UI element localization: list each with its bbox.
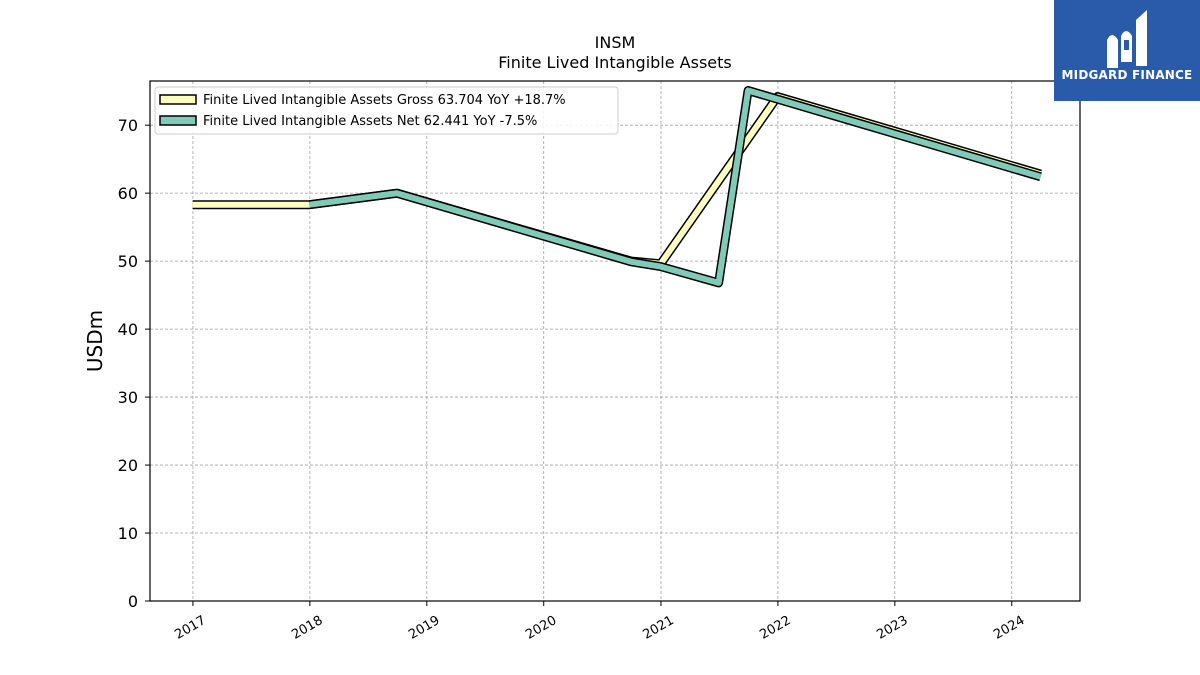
axis-ticks: 0 10 20 30 40 50 60 70 2017 2018 2019 2020 2021 2022 2… <box>118 116 1028 642</box>
y-tick-label: 50 <box>118 252 138 271</box>
brand-logo: MIDGARD FINANCE <box>1054 0 1200 101</box>
y-tick-label: 70 <box>118 116 138 135</box>
y-tick-label: 10 <box>118 524 138 543</box>
legend-swatch-gross <box>159 94 197 105</box>
legend-swatch-net <box>159 115 197 126</box>
y-tick-label: 60 <box>118 184 138 203</box>
legend-label-net: Finite Lived Intangible Assets Net 62.44… <box>203 114 537 129</box>
legend: Finite Lived Intangible Assets Gross 63.… <box>154 86 619 135</box>
legend-box <box>154 86 619 135</box>
chart-title: INSM <box>595 33 636 52</box>
y-tick-label: 0 <box>128 592 138 611</box>
x-tick-label: 2018 <box>289 613 325 643</box>
y-axis-label: USDm <box>83 310 107 372</box>
x-tick-label: 2017 <box>172 613 208 643</box>
x-tick-label: 2019 <box>406 613 442 643</box>
y-tick-label: 40 <box>118 320 138 339</box>
x-tick-label: 2024 <box>991 613 1027 643</box>
x-tick-label: 2022 <box>757 613 793 643</box>
series-line-1 <box>309 87 1042 286</box>
y-tick-label: 30 <box>118 388 138 407</box>
legend-label-gross: Finite Lived Intangible Assets Gross 63.… <box>203 93 566 108</box>
series-lines <box>192 86 1042 288</box>
midgard-m-logo-icon <box>1054 0 1200 101</box>
chart-subtitle: Finite Lived Intangible Assets <box>498 53 731 72</box>
x-tick-label: 2020 <box>523 613 559 643</box>
y-tick-label: 20 <box>118 456 138 475</box>
x-tick-label: 2023 <box>874 613 910 643</box>
x-tick-label: 2021 <box>640 613 676 643</box>
grid <box>150 81 1080 601</box>
brand-name: MIDGARD FINANCE <box>1061 68 1193 82</box>
plot-area-frame <box>149 80 1081 602</box>
